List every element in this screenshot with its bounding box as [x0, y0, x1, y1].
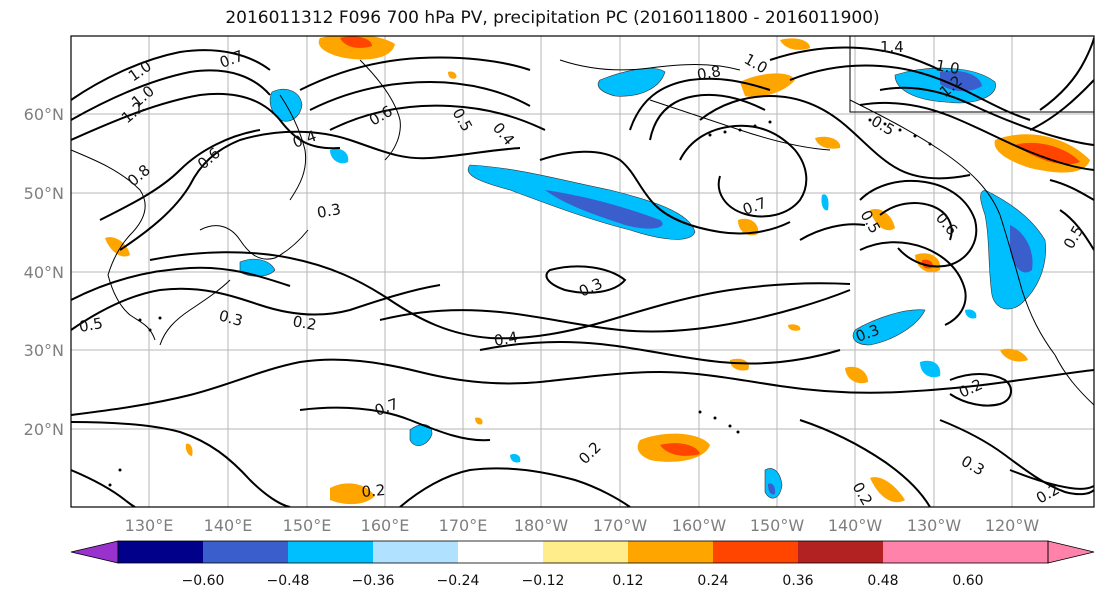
lon-tick-label: 130°W — [907, 516, 962, 535]
lon-tick-label: 170°W — [593, 516, 648, 535]
lon-tick-label: 180°W — [514, 516, 569, 535]
precip-pos-sub-c — [730, 358, 749, 371]
precip-neg-subtrop-east — [920, 360, 941, 378]
precip-negative-areas — [239, 67, 1046, 499]
lat-tick-label: 30°N — [24, 341, 64, 360]
precip-neg-okhotsk — [330, 148, 349, 164]
colorbar-segment — [713, 541, 798, 563]
colorbar-segment — [118, 541, 203, 563]
pv-contours — [71, 37, 1094, 507]
colorbar-segment — [203, 541, 288, 563]
lon-axis: 130°E 140°E 150°E 160°E 170°E 180°W 170°… — [125, 516, 1040, 535]
lon-tick-label: 150°W — [750, 516, 805, 535]
contour-label: 0.2 — [291, 312, 318, 334]
precip-pos-sub-b — [845, 366, 868, 384]
precip-neg-east-pac — [852, 309, 926, 346]
colorbar-tick-label: 0.48 — [867, 573, 898, 589]
alaska-islands — [108, 118, 932, 487]
lon-tick-label: 160°E — [361, 516, 410, 535]
colorbar-segment — [373, 541, 458, 563]
precip-pos-arctic-east — [780, 38, 810, 50]
precip-positive-areas — [105, 36, 1090, 505]
contour-label: 0.3 — [217, 306, 245, 330]
contour-label: 0.3 — [316, 200, 343, 222]
colorbar-tick-label: −0.48 — [267, 573, 310, 589]
lon-tick-label: 170°E — [439, 516, 488, 535]
colorbar-segment — [798, 541, 883, 563]
precip-pos-sub-i — [185, 443, 193, 456]
precip-pos-sub-f — [330, 483, 375, 505]
lon-tick-label: 120°W — [985, 516, 1040, 535]
colorbar-tick-label: −0.60 — [182, 573, 225, 589]
colorbar-left-extension — [70, 540, 119, 564]
contour-label: 0.4 — [493, 328, 520, 350]
precip-pos-sub-h — [815, 136, 841, 149]
precip-pos-sub-l — [448, 71, 457, 79]
lat-tick-label: 60°N — [24, 105, 64, 124]
colorbar-right-extension — [1047, 540, 1095, 564]
map-frame — [70, 35, 1095, 508]
colorbar-tick-label: 0.12 — [612, 573, 643, 589]
colorbar-segment — [968, 541, 1048, 563]
lat-tick-label: 40°N — [24, 263, 64, 282]
colorbar-tick-label: 0.24 — [697, 573, 728, 589]
precip-neg-westcoast-core — [1010, 225, 1033, 273]
precip-pos-east-trough — [870, 208, 895, 231]
precip-neg-japan — [239, 258, 276, 277]
precip-neg-aleutian-core — [545, 190, 663, 229]
precip-pos-arctic-core — [340, 36, 372, 48]
colorbar-tick-label: −0.24 — [437, 573, 480, 589]
precip-neg-small-a — [510, 453, 521, 463]
colorbar-tick-label: −0.36 — [352, 573, 395, 589]
precip-pos-sub-e — [870, 477, 905, 503]
precip-neg-subtrop — [409, 424, 433, 446]
lon-tick-label: 150°E — [283, 516, 332, 535]
contour-label: 0.5 — [78, 314, 105, 336]
colorbar-segment — [288, 541, 373, 563]
precip-pos-west — [105, 237, 130, 257]
colorbar-segment — [458, 541, 543, 563]
contour-label: 1.4 — [880, 38, 904, 56]
lat-tick-label: 20°N — [24, 420, 64, 439]
precip-neg-hawaii-core — [768, 483, 776, 495]
colorbar-segment — [628, 541, 713, 563]
precip-pos-sub-j — [475, 417, 483, 425]
map-title: 2016011312 F096 700 hPa PV, precipitatio… — [225, 8, 880, 28]
coastlines — [71, 36, 1094, 406]
precip-pos-sub-k — [788, 324, 801, 331]
precip-pos-mid-pac-core — [660, 443, 700, 456]
precip-pos-sub-d — [1000, 348, 1028, 362]
colorbar — [70, 540, 1095, 564]
colorbar-tick-label: 0.60 — [952, 573, 983, 589]
precip-pos-bering-strait — [740, 73, 795, 98]
contour-label: 1.0 — [934, 56, 961, 78]
colorbar-tick-label: −0.12 — [522, 573, 565, 589]
lat-axis: 60°N 50°N 40°N 30°N 20°N — [24, 105, 64, 439]
precip-pos-sub-g — [738, 218, 759, 236]
colorbar-segment — [883, 541, 968, 563]
lon-tick-label: 130°E — [125, 516, 174, 535]
colorbar-ticks: −0.60 −0.48 −0.36 −0.24 −0.12 0.12 0.24 … — [182, 573, 984, 589]
contour-label: 0.2 — [361, 481, 386, 501]
colorbar-segment — [543, 541, 628, 563]
precip-neg-small-c — [821, 194, 829, 211]
colorbar-tick-label: 0.36 — [782, 573, 813, 589]
colorbar-frame — [117, 540, 1049, 564]
lon-tick-label: 160°W — [672, 516, 727, 535]
lat-tick-label: 50°N — [24, 184, 64, 203]
lon-tick-label: 140°E — [204, 516, 253, 535]
precip-neg-alaska-core — [940, 70, 982, 92]
lon-tick-label: 140°W — [828, 516, 883, 535]
contour-label: 0.8 — [696, 62, 723, 84]
precip-pos-gulf-alaska-core — [1015, 142, 1080, 165]
precip-neg-small-b — [965, 309, 977, 319]
